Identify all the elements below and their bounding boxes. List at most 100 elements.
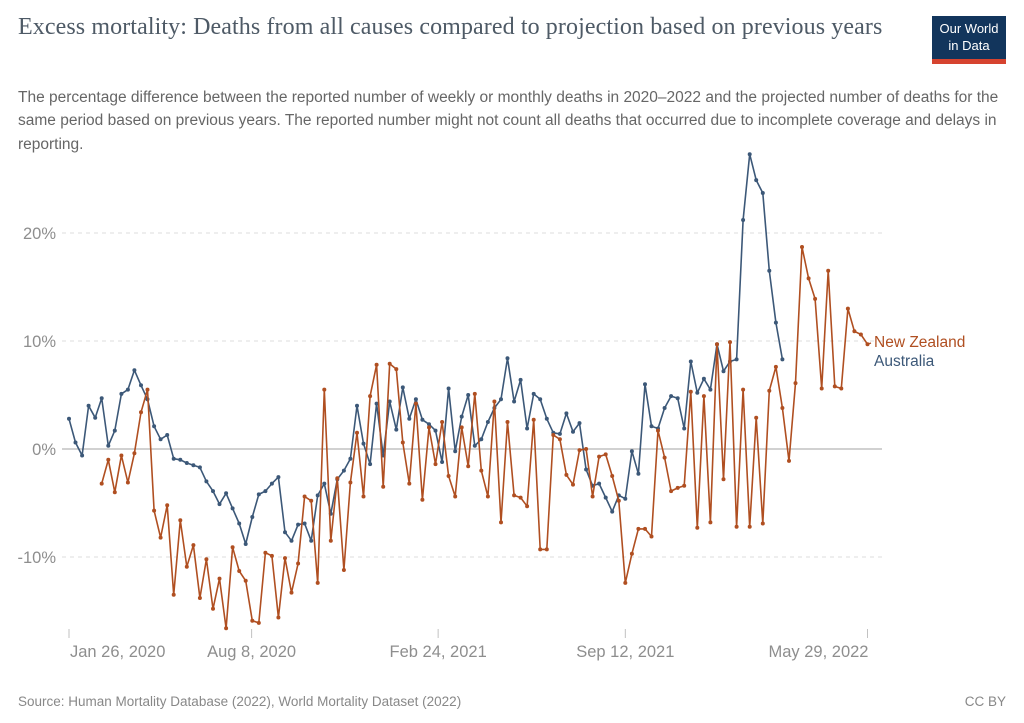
data-point [348, 456, 353, 461]
y-tick-label: 10% [23, 333, 56, 351]
data-point [256, 492, 261, 497]
data-point [289, 538, 294, 543]
data-point [328, 538, 333, 543]
data-point [112, 490, 117, 495]
data-point [394, 367, 399, 372]
data-point [73, 440, 78, 445]
data-point [125, 480, 130, 485]
x-tick-label: Aug 8, 2020 [207, 643, 296, 661]
data-point [551, 433, 556, 437]
data-point [662, 406, 667, 410]
data-point [86, 403, 91, 408]
data-point [760, 521, 765, 526]
data-point [387, 361, 392, 366]
data-point [675, 396, 680, 401]
data-point [93, 415, 98, 420]
series-lines [67, 152, 870, 631]
data-point [433, 428, 438, 433]
data-point [276, 475, 281, 480]
data-point [250, 515, 255, 519]
data-point [139, 383, 143, 388]
data-point [381, 484, 386, 489]
owid-logo-line1: Our World [939, 21, 999, 36]
data-point [832, 384, 837, 389]
data-point [754, 415, 759, 420]
data-point [269, 553, 274, 558]
data-point [485, 420, 490, 424]
data-point [322, 481, 327, 486]
data-point [361, 441, 366, 446]
data-point [577, 421, 582, 426]
chart-legend: New Zealand Australia [867, 334, 965, 370]
data-point [302, 494, 307, 499]
data-point [191, 463, 196, 468]
data-point [420, 497, 425, 502]
data-point [852, 329, 857, 334]
series-line-australia[interactable] [68, 153, 784, 545]
data-point [125, 387, 130, 392]
data-point [623, 496, 628, 501]
y-gridlines [62, 232, 882, 558]
data-point [112, 428, 117, 433]
data-point [158, 535, 163, 540]
series-line-new-zealand[interactable] [100, 246, 869, 630]
data-point [387, 399, 392, 404]
data-point [610, 474, 615, 478]
data-point [780, 357, 785, 362]
data-point [315, 580, 320, 585]
chart-area: 20% 10% 0% -10% Jan 26, 2020 Aug 8, 2020… [0, 140, 1024, 680]
data-point [734, 357, 739, 362]
data-point [682, 483, 687, 488]
data-point [721, 369, 726, 374]
data-point [669, 394, 674, 399]
data-point [708, 387, 713, 392]
data-point [243, 578, 248, 583]
data-point [747, 152, 752, 157]
data-point [813, 296, 818, 301]
data-point [99, 481, 104, 486]
data-point [472, 391, 477, 396]
data-point [472, 443, 477, 448]
data-point [99, 396, 104, 401]
legend-label-new-zealand[interactable]: New Zealand [874, 334, 965, 351]
license-badge[interactable]: CC BY [964, 694, 1006, 709]
data-point [505, 356, 510, 361]
data-point [512, 493, 517, 498]
data-point [184, 564, 189, 569]
data-point [355, 403, 359, 408]
data-point [400, 385, 405, 390]
data-point [649, 534, 654, 539]
data-point [119, 453, 124, 458]
data-point [296, 522, 301, 527]
data-point [780, 406, 785, 410]
data-point [440, 460, 445, 464]
data-point [721, 477, 726, 482]
data-point [643, 382, 647, 387]
data-point [669, 489, 674, 494]
data-point [649, 424, 654, 429]
legend-connector [867, 342, 872, 345]
data-point [695, 525, 700, 530]
owid-logo-box: Our World in Data [932, 16, 1006, 59]
data-point [858, 332, 863, 337]
data-point [787, 458, 791, 463]
data-point [263, 550, 268, 555]
x-tick-label: Sep 12, 2021 [576, 643, 674, 661]
x-tick-label: May 29, 2022 [769, 643, 869, 661]
data-point [165, 433, 170, 437]
legend-label-australia[interactable]: Australia [874, 353, 935, 370]
data-point [701, 376, 706, 381]
data-point [564, 472, 569, 477]
data-point [734, 524, 739, 529]
data-point [485, 494, 490, 499]
data-point [845, 306, 850, 311]
data-point [695, 390, 700, 395]
data-point [204, 557, 209, 562]
data-point [610, 509, 615, 514]
x-tick-label: Feb 24, 2021 [390, 643, 487, 661]
data-point [145, 387, 150, 392]
data-point [459, 425, 464, 430]
data-point [361, 494, 366, 499]
data-point [557, 437, 562, 442]
